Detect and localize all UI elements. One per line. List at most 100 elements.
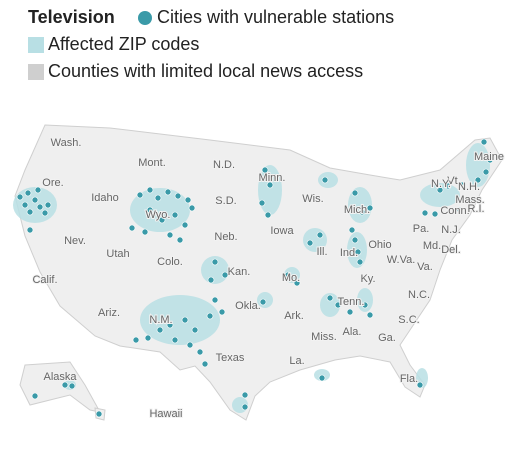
city-dot	[266, 181, 274, 189]
state-label: R.I.	[467, 203, 484, 215]
city-dot	[31, 392, 39, 400]
state-label: Del.	[441, 244, 461, 256]
city-dot	[218, 308, 226, 316]
city-dot	[486, 156, 494, 164]
state-label: N.J.	[441, 224, 461, 236]
city-dot	[258, 199, 266, 207]
city-dot	[421, 209, 429, 217]
city-dot	[207, 276, 215, 284]
state-label: Idaho	[91, 192, 119, 204]
city-dot	[259, 298, 267, 306]
state-label: Vt.	[447, 175, 460, 187]
city-dot	[34, 186, 42, 194]
city-dot	[221, 271, 229, 279]
city-dot	[351, 189, 359, 197]
state-label: Minn.	[259, 172, 286, 184]
city-dot	[128, 224, 136, 232]
state-label: Texas	[216, 352, 245, 364]
city-dot	[431, 210, 439, 218]
state-label: Wash.	[51, 137, 82, 149]
city-dot	[201, 360, 209, 368]
city-dot	[166, 231, 174, 239]
state-label: Ill.	[317, 246, 328, 258]
state-label: Ohio	[368, 239, 391, 251]
city-dot	[444, 182, 452, 190]
legend-swatch	[28, 37, 44, 53]
city-dot	[436, 186, 444, 194]
state-label: Ga.	[378, 332, 396, 344]
city-dot	[284, 271, 292, 279]
state-label: Hawaii	[149, 408, 182, 420]
city-dot	[241, 391, 249, 399]
city-dot	[41, 209, 49, 217]
city-dot	[334, 301, 342, 309]
state-label: S.D.	[215, 195, 236, 207]
city-dot	[318, 374, 326, 382]
city-dot	[181, 316, 189, 324]
legend-item: Affected ZIP codes	[48, 34, 199, 54]
city-dot	[181, 221, 189, 229]
state-label: Mass.	[455, 194, 484, 206]
city-dot	[171, 211, 179, 219]
state-label: Conn.	[440, 205, 469, 217]
zip-area	[130, 188, 190, 232]
city-dot	[326, 294, 334, 302]
city-dots	[16, 138, 494, 418]
city-dot	[21, 201, 29, 209]
state-label: Kan.	[228, 266, 251, 278]
zip-area	[357, 288, 373, 312]
city-dot	[351, 236, 359, 244]
alaska-outline	[19, 361, 101, 413]
city-dot	[166, 321, 174, 329]
city-dot	[26, 208, 34, 216]
city-dot	[482, 168, 490, 176]
zip-area	[284, 267, 300, 283]
city-dot	[141, 228, 149, 236]
city-dot	[44, 201, 52, 209]
city-dot	[132, 336, 140, 344]
state-label: Mo.	[282, 272, 300, 284]
city-dot	[61, 381, 69, 389]
state-label: Ky.	[360, 273, 375, 285]
state-label: Ark.	[284, 310, 304, 322]
state-label: N.H.	[458, 181, 480, 193]
state-label: Tenn.	[338, 296, 365, 308]
city-dot	[306, 239, 314, 247]
state-label: W.Va.	[387, 254, 416, 266]
legend-item: Cities with vulnerable stations	[157, 7, 394, 27]
city-dot	[458, 181, 466, 189]
city-dot	[358, 208, 366, 216]
city-dot	[206, 312, 214, 320]
state-label: Nev.	[64, 235, 86, 247]
city-dot	[211, 296, 219, 304]
city-dot	[176, 236, 184, 244]
legend-swatch	[28, 64, 44, 80]
state-label: Ind.	[340, 247, 358, 259]
city-dot	[144, 334, 152, 342]
zip-area	[201, 256, 229, 284]
city-dot	[346, 308, 354, 316]
state-labels: Wash. Ore. Idaho Mont. N.D. Minn. Wyo. S…	[31, 136, 505, 421]
city-dot	[316, 231, 324, 239]
city-dot	[321, 176, 329, 184]
state-label: Fla.	[400, 373, 418, 385]
city-dot	[456, 206, 464, 214]
state-label: La.	[289, 355, 304, 367]
legend-dot	[138, 11, 152, 25]
city-dot	[264, 211, 272, 219]
city-dot	[468, 196, 476, 204]
city-dot	[474, 176, 482, 184]
state-label: N.Y.	[431, 178, 451, 190]
state-label: Iowa	[270, 225, 294, 237]
city-dot	[174, 192, 182, 200]
city-dot	[480, 138, 488, 146]
city-dot	[68, 382, 76, 390]
state-label: Alaska	[43, 371, 77, 383]
state-label: Ore.	[42, 177, 63, 189]
city-dot	[95, 410, 103, 418]
city-dot	[191, 326, 199, 334]
city-dot	[348, 226, 356, 234]
city-dot	[31, 196, 39, 204]
zip-area	[320, 293, 340, 317]
